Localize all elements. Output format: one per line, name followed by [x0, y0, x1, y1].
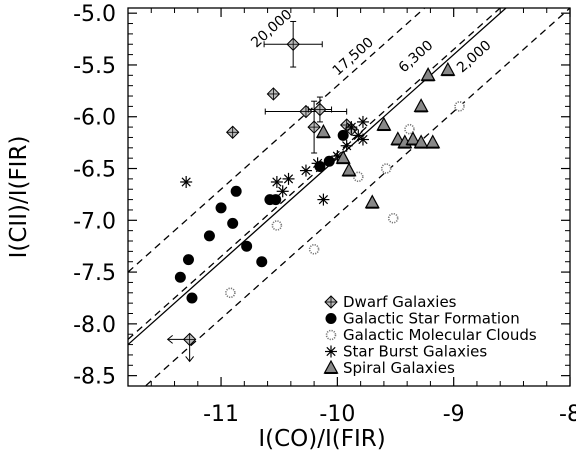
data-point: [256, 256, 268, 268]
reference-line: [128, 8, 502, 340]
data-point: [413, 98, 429, 112]
y-tick-label: -6.0: [73, 106, 116, 131]
data-point: [454, 101, 465, 112]
data-points: [166, 20, 465, 363]
legend-label: Dwarf Galaxies: [343, 293, 457, 311]
legend-marker: [325, 329, 337, 341]
y-tick-label: -7.0: [73, 209, 116, 234]
y-limit-arrowhead: [185, 356, 195, 363]
series-galactic-star-formation: [174, 129, 349, 304]
x-tick-label: -11: [203, 402, 239, 427]
series-galactic-molecular-clouds: [225, 101, 465, 299]
y-axis-title: I(CII)/I(FIR): [6, 136, 32, 259]
y-tick-label: -7.5: [73, 261, 116, 286]
x-axis-title: I(CO)/I(FIR): [258, 426, 385, 451]
data-point: [215, 202, 227, 214]
data-point: [182, 254, 194, 266]
legend-entry-spiral-galaxies: Spiral Galaxies: [323, 359, 455, 377]
data-point: [270, 194, 282, 206]
data-point: [337, 129, 349, 141]
data-point: [241, 240, 253, 252]
reference-line-label: 17,500: [330, 35, 377, 80]
legend-label: Star Burst Galaxies: [343, 343, 487, 361]
y-tick-label: -5.5: [73, 54, 116, 79]
y-tick-label: -6.5: [73, 158, 116, 183]
data-point: [364, 194, 380, 209]
legend-label: Galactic Molecular Clouds: [343, 326, 537, 344]
data-point: [376, 116, 392, 131]
legend-entry-dwarf-galaxies: Dwarf Galaxies: [324, 293, 457, 311]
y-tick-label: -8.0: [73, 313, 116, 338]
reference-line: [128, 8, 426, 273]
x-tick-label: -8: [559, 402, 576, 427]
data-point: [420, 67, 436, 81]
legend-label: Galactic Star Formation: [343, 310, 520, 328]
legend-label: Spiral Galaxies: [343, 359, 455, 377]
plot-frame: [127, 7, 571, 387]
series-star-burst-galaxies: [180, 115, 369, 206]
series-spiral-galaxies: [315, 61, 456, 209]
legend-entry-star-burst-galaxies: Star Burst Galaxies: [325, 343, 487, 361]
reference-line-label: 6,300: [396, 37, 437, 76]
data-point: [323, 155, 335, 167]
y-tick-label: -8.5: [73, 365, 116, 390]
data-point: [353, 171, 364, 183]
data-point: [440, 61, 456, 76]
data-point: [225, 287, 236, 299]
data-point: [230, 185, 242, 197]
x-tick-label: -10: [319, 402, 355, 427]
data-point: [387, 212, 399, 224]
y-tick-label: -5.0: [73, 2, 116, 27]
reference-line: [144, 8, 570, 386]
data-point: [174, 271, 186, 283]
axis-ticks: -11 -10 -9 -8 -8.5 -8.0 -7.5 -7.0 -6.5 -6.0 -5.5 -5…: [73, 2, 576, 427]
x-limit-arrowhead: [166, 335, 173, 344]
data-point: [271, 220, 283, 231]
data-point: [341, 162, 357, 177]
legend-entry-galactic-star-formation: Galactic Star Formation: [325, 310, 520, 328]
data-point: [308, 243, 320, 255]
legend-entry-galactic-molecular-clouds: Galactic Molecular Clouds: [325, 326, 537, 344]
data-point: [380, 163, 392, 174]
data-point: [404, 123, 415, 135]
data-point: [227, 217, 239, 229]
data-point: [203, 230, 215, 242]
legend-marker: [325, 313, 337, 324]
legend-marker: [323, 359, 339, 374]
series-dwarf-galaxies: [166, 20, 359, 363]
data-point: [425, 134, 441, 149]
data-point: [186, 292, 198, 304]
x-tick-label: -9: [443, 402, 465, 427]
